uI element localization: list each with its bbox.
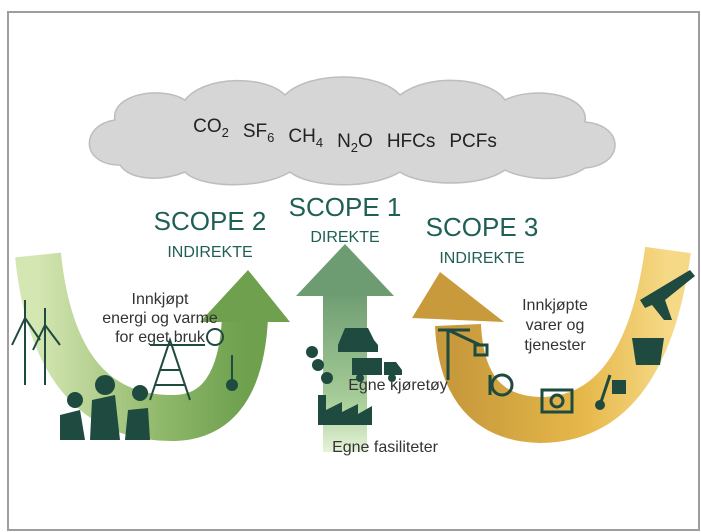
label: tjenester xyxy=(524,337,586,354)
scope-subtitle: DIREKTE xyxy=(310,229,379,246)
label: varer og xyxy=(526,317,585,334)
gas-name: SF xyxy=(243,121,267,142)
scope-title: SCOPE 3 xyxy=(426,212,539,242)
diagram: CO2SF6CH4N2OHFCsPCFs SCOPE 2 INDIREKTE S… xyxy=(0,0,701,532)
label: Innkjøpt xyxy=(132,291,189,308)
gas-subscript: 6 xyxy=(267,130,274,145)
gas-name: PCFs xyxy=(449,131,497,152)
cloud xyxy=(89,77,615,185)
scope-title: SCOPE 2 xyxy=(154,206,267,236)
gas-name: CO xyxy=(193,116,222,137)
gas-subscript: 2 xyxy=(222,125,229,140)
label: Innkjøpte xyxy=(522,297,588,314)
gas-name: CH xyxy=(288,126,315,147)
scope-subtitle: INDIREKTE xyxy=(167,244,252,261)
gas-name: HFCs xyxy=(387,131,436,152)
label: energi og varme xyxy=(102,310,218,327)
scope-title: SCOPE 1 xyxy=(289,192,402,222)
scope3-arrowhead xyxy=(412,272,504,322)
label: for eget bruk xyxy=(115,329,206,346)
label: Egne fasiliteter xyxy=(332,439,439,456)
gas-subscript: 2 xyxy=(351,140,358,155)
scope1-arrowhead xyxy=(296,244,394,296)
scope-subtitle: INDIREKTE xyxy=(439,250,524,267)
gas-name: O xyxy=(358,131,373,152)
gas-subscript: 4 xyxy=(316,135,323,150)
gas-name: N xyxy=(337,131,351,152)
